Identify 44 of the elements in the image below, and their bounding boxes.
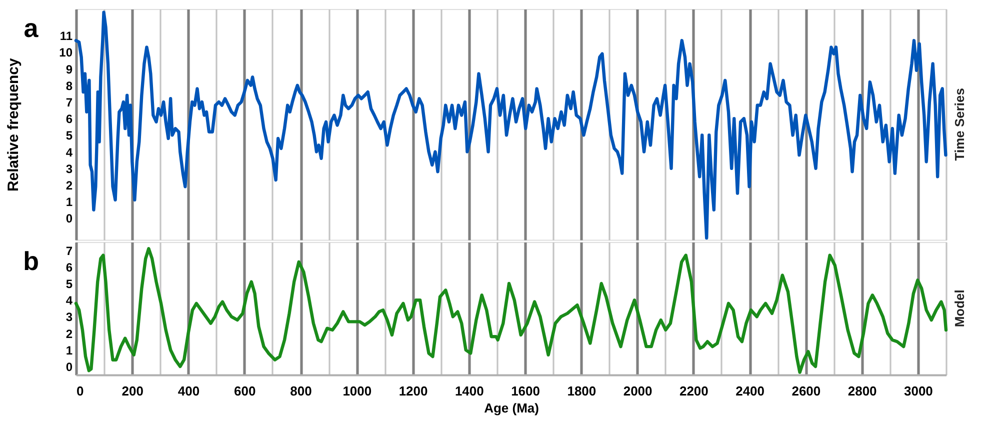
y-tick-label: 6 xyxy=(66,112,73,126)
y-tick-label: 5 xyxy=(66,128,73,143)
y-tick-label: 1 xyxy=(66,195,73,210)
y-tick-label: 9 xyxy=(66,62,73,76)
y-tick-label: 4 xyxy=(66,294,73,308)
y-tick-label: 0 xyxy=(66,360,73,374)
y-tick-label: 6 xyxy=(66,260,73,274)
x-tick-label: 1200 xyxy=(398,383,428,398)
y-tick-label: 2 xyxy=(66,326,73,341)
x-tick-label: 600 xyxy=(234,383,256,398)
y-tick-label: 1 xyxy=(66,343,73,358)
x-tick-label: 2200 xyxy=(679,383,708,398)
text: b xyxy=(23,246,39,276)
text: a xyxy=(24,13,39,43)
x-tick-label: 2800 xyxy=(848,383,877,398)
x-axis-title: Age (Ma) xyxy=(484,400,539,416)
x-tick-label: 800 xyxy=(290,383,312,398)
y2-axis-title: Model xyxy=(952,290,967,328)
y-axis-title: Relative frequency xyxy=(5,58,22,192)
y-tick-label: 8 xyxy=(66,78,73,93)
x-tick-label: 2000 xyxy=(623,383,652,398)
y-tick-label: 5 xyxy=(66,277,73,291)
y-tick-label: 2 xyxy=(66,178,73,192)
x-tick-label: 2600 xyxy=(792,383,821,398)
y-tick-label: 0 xyxy=(66,212,73,226)
x-tick-label: 200 xyxy=(122,383,144,398)
x-tick-label: 1600 xyxy=(511,383,540,398)
x-tick-label: 1800 xyxy=(567,383,596,398)
y2-axis-title: Time Series xyxy=(952,88,967,161)
x-tick-label: 400 xyxy=(178,383,200,398)
line-series xyxy=(74,10,948,240)
y-tick-label: 3 xyxy=(66,310,73,324)
x-tick-label: 2400 xyxy=(736,383,765,398)
x-tick-label: 0 xyxy=(76,383,84,398)
y-tick-label: 11 xyxy=(60,29,73,44)
y-tick-label: 4 xyxy=(66,145,73,160)
x-tick-label: 1400 xyxy=(454,383,484,398)
line-series xyxy=(74,247,948,374)
x-tick-label: 3000 xyxy=(904,383,933,398)
y-tick-label: 3 xyxy=(66,162,73,176)
y-tick-label: 7 xyxy=(66,244,73,258)
y-tick-label: 10 xyxy=(59,46,73,60)
x-tick-label: 1000 xyxy=(342,383,372,398)
y-tick-label: 7 xyxy=(66,95,73,110)
